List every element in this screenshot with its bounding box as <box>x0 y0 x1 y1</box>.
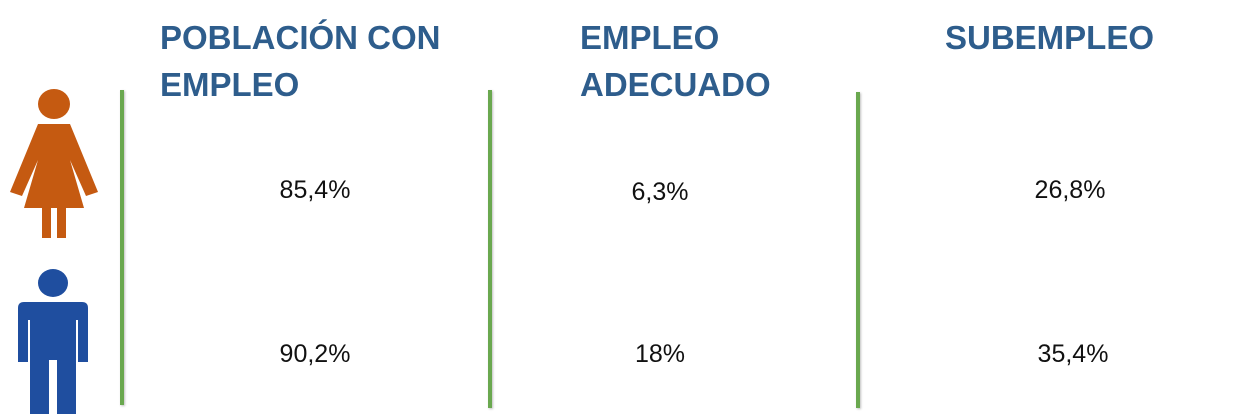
female-value: 85,4% <box>279 176 351 204</box>
female-icon <box>10 89 98 238</box>
column-header: EMPLEO ADECUADO <box>580 19 771 103</box>
column-header: SUBEMPLEO <box>945 19 1155 56</box>
separator <box>856 92 860 408</box>
male-icon <box>18 269 88 414</box>
column-header: POBLACIÓN CON EMPLEO <box>160 19 441 103</box>
separator <box>488 90 492 408</box>
female-value: 26,8% <box>1034 176 1106 204</box>
separator <box>120 90 124 405</box>
female-value: 6,3% <box>631 178 689 206</box>
male-value: 35,4% <box>1037 340 1109 368</box>
male-value: 90,2% <box>279 340 351 368</box>
male-value: 18% <box>634 340 686 368</box>
